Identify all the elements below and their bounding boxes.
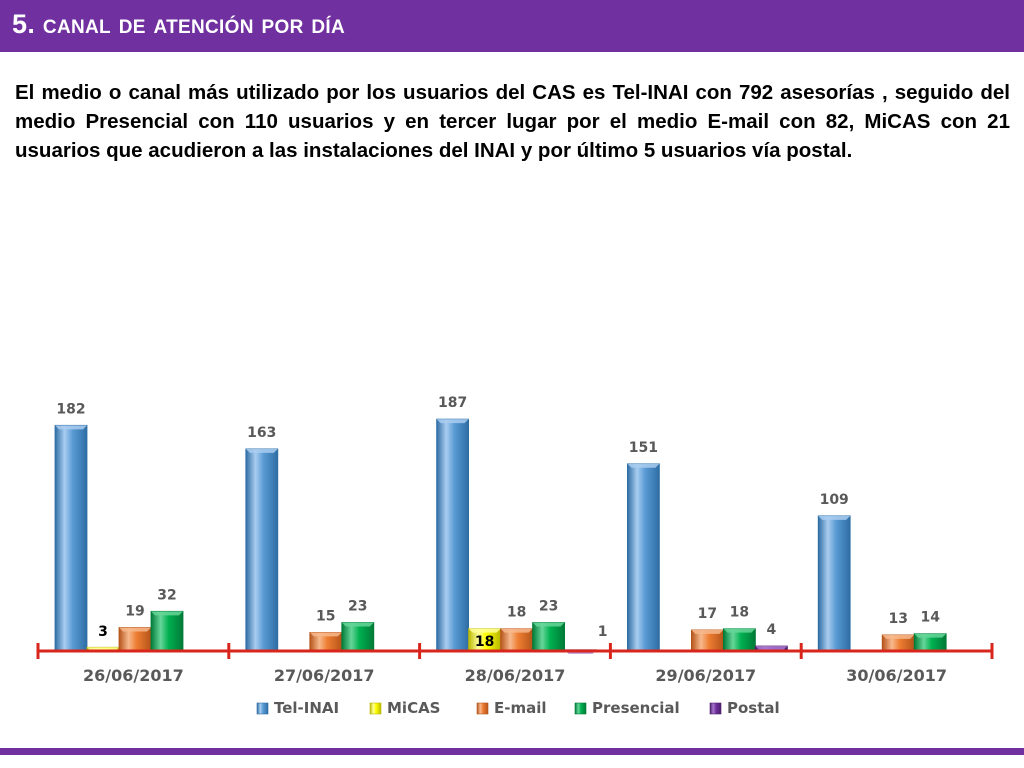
- intro-paragraph: El medio o canal más utilizado por los u…: [15, 81, 1010, 162]
- data-label: 18: [507, 605, 526, 621]
- data-label: 4: [767, 622, 777, 638]
- bar-cap: [723, 628, 756, 633]
- x-tick-label: 29/06/2017: [655, 666, 756, 685]
- legend-label: Postal: [727, 699, 780, 717]
- bar-cap: [914, 633, 947, 638]
- bar-presencial-2: [532, 622, 565, 652]
- bar-telinai-1: [245, 448, 279, 652]
- data-label: 13: [888, 611, 907, 627]
- bar-cap: [309, 632, 342, 637]
- bar-presencial-1: [341, 622, 375, 652]
- legend-swatch-presencial: [574, 702, 587, 715]
- data-label: 1: [598, 624, 608, 640]
- legend-swatch-postal: [709, 702, 722, 715]
- bar-telinai-4: [817, 515, 851, 652]
- legend-swatch-telinai: [256, 702, 269, 715]
- data-label: 15: [316, 608, 335, 624]
- bar-telinai-0: [54, 424, 88, 652]
- data-label: 23: [348, 598, 367, 614]
- bar-cap: [245, 448, 278, 453]
- slide-title: 5. Canal de atención por día: [12, 9, 346, 39]
- legend-label: Presencial: [592, 699, 680, 717]
- data-label: 3: [98, 624, 108, 640]
- x-tick-label: 26/06/2017: [83, 666, 184, 685]
- legend-label: Tel-INAI: [274, 699, 339, 717]
- bar-cap: [882, 634, 915, 639]
- data-label: 19: [125, 603, 144, 619]
- bar-cap: [436, 419, 469, 424]
- bar-cap: [500, 628, 533, 633]
- bar-telinai-3: [627, 463, 660, 652]
- bar-cap: [151, 611, 183, 616]
- data-label: 163: [247, 425, 276, 441]
- data-label: 151: [629, 440, 658, 456]
- legend-swatch-micas: [369, 702, 382, 715]
- legend-label: E-mail: [494, 699, 547, 717]
- bottom-bar: [0, 748, 1024, 755]
- x-tick-label: 30/06/2017: [846, 666, 947, 685]
- bar-presencial-0: [150, 610, 184, 652]
- bar-cap: [691, 629, 724, 634]
- x-tick-label: 27/06/2017: [274, 666, 375, 685]
- bar-cap: [55, 425, 87, 430]
- title-bar: 5. Canal de atención por día: [0, 0, 1024, 52]
- data-label: 187: [438, 395, 467, 411]
- data-label: 182: [56, 401, 85, 417]
- bar-cap: [119, 627, 151, 632]
- bar-telinai-2: [436, 418, 470, 652]
- x-tick-label: 28/06/2017: [465, 666, 566, 685]
- data-label: 14: [920, 610, 940, 626]
- data-label: 23: [539, 598, 558, 614]
- data-label: 18: [475, 634, 494, 650]
- bar-cap: [627, 463, 660, 468]
- data-label: 32: [157, 587, 176, 603]
- bar-cap: [755, 646, 788, 651]
- bar-cap: [532, 622, 565, 627]
- bar-cap: [818, 515, 851, 520]
- data-label: 18: [730, 605, 749, 621]
- legend-label: MiCAS: [387, 699, 441, 717]
- bar-cap: [341, 622, 374, 627]
- data-label: 17: [698, 606, 717, 622]
- legend-swatch-email: [476, 702, 489, 715]
- data-label: 109: [820, 492, 849, 508]
- bar-cap: [468, 628, 501, 633]
